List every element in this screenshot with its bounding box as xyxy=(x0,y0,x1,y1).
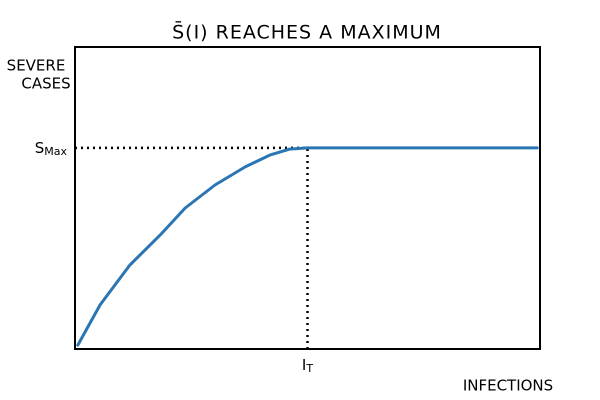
y-tick-label-subscript: Max xyxy=(44,145,67,158)
x-tick-label: IT xyxy=(302,356,313,376)
y-axis-label: CASES xyxy=(21,75,70,93)
chart-title: S̄(I) REACHES A MAXIMUM xyxy=(172,19,442,43)
y-axis-label: SEVERE xyxy=(7,57,66,75)
x-tick-label-main: I xyxy=(302,356,306,374)
x-tick-label-subscript: T xyxy=(305,362,313,375)
x-axis-label: INFECTIONS xyxy=(463,377,553,395)
y-tick-label-main: S xyxy=(35,138,45,156)
y-tick-label: SMax xyxy=(35,138,68,158)
series-line xyxy=(76,146,539,347)
